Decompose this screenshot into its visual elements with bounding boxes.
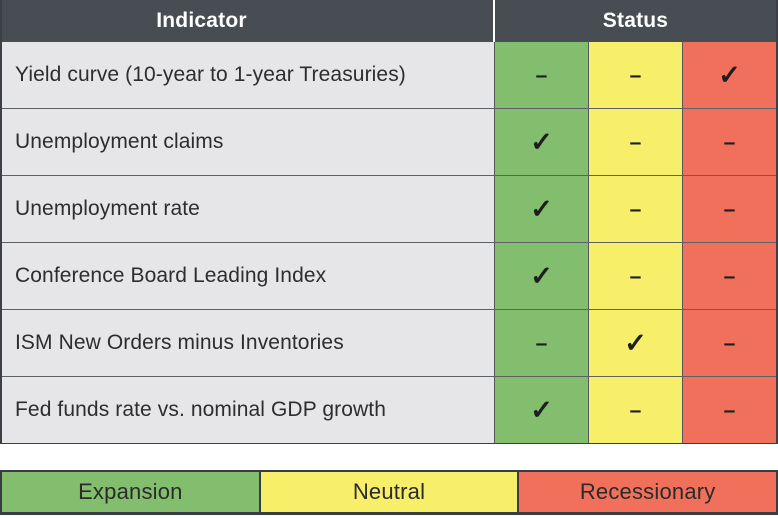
legend: Expansion Neutral Recessionary — [0, 470, 778, 515]
status-mark: – — [629, 264, 642, 288]
status-cell-neutral: – — [588, 176, 682, 242]
status-cell-expansion: ✓ — [494, 377, 588, 443]
status-mark: ✓ — [530, 394, 553, 425]
table-row: Yield curve (10-year to 1-year Treasurie… — [2, 42, 776, 108]
status-mark: – — [723, 398, 736, 422]
legend-label-neutral: Neutral — [352, 479, 426, 504]
table-row: Conference Board Leading Index ✓ – – — [2, 242, 776, 309]
legend-item-neutral: Neutral — [258, 472, 518, 512]
status-mark: – — [629, 398, 642, 422]
status-cell-recessionary: – — [682, 109, 776, 175]
table-body: Yield curve (10-year to 1-year Treasurie… — [2, 42, 776, 443]
status-mark: ✓ — [718, 59, 741, 90]
status-mark: ✓ — [530, 193, 553, 224]
status-cell-neutral: – — [588, 243, 682, 309]
legend-item-recessionary: Recessionary — [517, 472, 777, 512]
legend-label-expansion: Expansion — [78, 479, 183, 504]
status-mark: – — [535, 331, 548, 355]
legend-label-recessionary: Recessionary — [579, 479, 716, 504]
status-cell-neutral: ✓ — [588, 310, 682, 376]
table-row: Unemployment rate ✓ – – — [2, 175, 776, 242]
indicator-column-header: Indicator — [2, 0, 493, 42]
status-mark: – — [723, 130, 736, 154]
status-cell-recessionary: ✓ — [682, 42, 776, 108]
indicator-header-label: Indicator — [156, 9, 247, 32]
table-row: ISM New Orders minus Inventories – ✓ – — [2, 309, 776, 376]
status-mark: – — [535, 63, 548, 87]
status-mark: – — [723, 197, 736, 221]
indicator-label: Yield curve (10-year to 1-year Treasurie… — [2, 42, 494, 108]
status-mark: ✓ — [624, 327, 647, 358]
legend-item-expansion: Expansion — [2, 472, 259, 512]
table-row: Fed funds rate vs. nominal GDP growth ✓ … — [2, 376, 776, 443]
status-mark: ✓ — [530, 260, 553, 291]
indicator-label: Conference Board Leading Index — [2, 243, 494, 309]
status-cell-recessionary: – — [682, 176, 776, 242]
status-column-header: Status — [493, 0, 776, 42]
indicators-table: Indicator Status Yield curve (10-year to… — [0, 0, 778, 444]
indicator-label: ISM New Orders minus Inventories — [2, 310, 494, 376]
status-mark: ✓ — [530, 126, 553, 157]
status-cell-expansion: ✓ — [494, 109, 588, 175]
status-cell-expansion: ✓ — [494, 176, 588, 242]
indicator-label: Fed funds rate vs. nominal GDP growth — [2, 377, 494, 443]
status-header-label: Status — [602, 9, 669, 32]
status-cell-recessionary: – — [682, 377, 776, 443]
table-header-row: Indicator Status — [2, 0, 776, 42]
status-cell-expansion: – — [494, 310, 588, 376]
status-mark: – — [723, 264, 736, 288]
status-mark: – — [629, 130, 642, 154]
status-mark: – — [629, 197, 642, 221]
table-row: Unemployment claims ✓ – – — [2, 108, 776, 175]
status-cell-recessionary: – — [682, 310, 776, 376]
status-cell-neutral: – — [588, 377, 682, 443]
status-mark: – — [629, 63, 642, 87]
status-mark: – — [723, 331, 736, 355]
status-cell-recessionary: – — [682, 243, 776, 309]
status-cell-neutral: – — [588, 109, 682, 175]
indicator-label: Unemployment rate — [2, 176, 494, 242]
indicator-label: Unemployment claims — [2, 109, 494, 175]
spacer — [0, 444, 778, 470]
status-cell-expansion: ✓ — [494, 243, 588, 309]
status-cell-neutral: – — [588, 42, 682, 108]
status-cell-expansion: – — [494, 42, 588, 108]
